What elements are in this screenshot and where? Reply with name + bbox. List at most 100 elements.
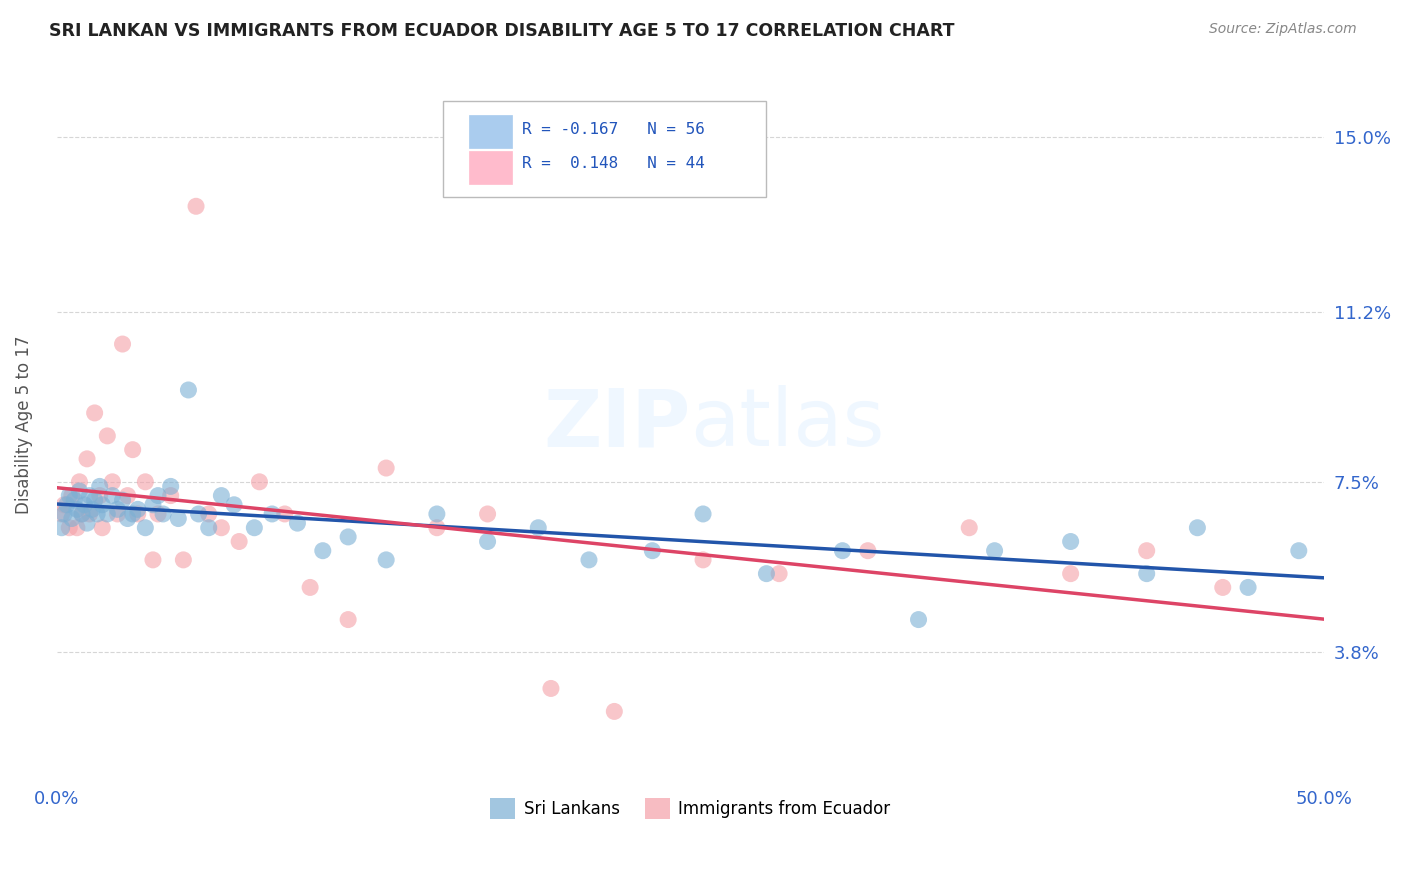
Point — [477, 534, 499, 549]
Point — [641, 543, 664, 558]
Point — [79, 507, 101, 521]
Point — [692, 507, 714, 521]
Point — [337, 613, 360, 627]
Point — [167, 511, 190, 525]
Point — [142, 553, 165, 567]
Point — [152, 507, 174, 521]
Point — [578, 553, 600, 567]
Point — [209, 521, 232, 535]
Point — [51, 507, 73, 521]
Point — [96, 429, 118, 443]
Y-axis label: Disability Age 5 to 17: Disability Age 5 to 17 — [15, 335, 32, 514]
Point — [337, 530, 360, 544]
FancyBboxPatch shape — [468, 115, 512, 148]
Point — [58, 489, 80, 503]
Point — [1237, 581, 1260, 595]
Point — [67, 483, 90, 498]
Point — [111, 493, 134, 508]
Point — [426, 507, 449, 521]
Point — [146, 507, 169, 521]
Point — [58, 521, 80, 535]
Point — [274, 507, 297, 521]
Point — [957, 521, 980, 535]
Point — [83, 493, 105, 508]
Point — [117, 489, 139, 503]
Point — [1136, 566, 1159, 581]
FancyBboxPatch shape — [443, 101, 766, 196]
Point — [209, 489, 232, 503]
Legend: Sri Lankans, Immigrants from Ecuador: Sri Lankans, Immigrants from Ecuador — [484, 792, 897, 825]
Point — [540, 681, 562, 696]
Point — [1212, 581, 1234, 595]
Point — [142, 498, 165, 512]
Point — [299, 581, 322, 595]
Point — [262, 507, 284, 521]
Point — [111, 337, 134, 351]
Point — [55, 498, 77, 512]
Point — [312, 543, 335, 558]
Point — [107, 502, 129, 516]
Point — [527, 521, 550, 535]
Point — [86, 507, 108, 521]
Point — [63, 493, 86, 508]
Point — [73, 498, 96, 512]
Point — [375, 461, 398, 475]
Point — [96, 507, 118, 521]
Point — [287, 516, 309, 530]
Point — [89, 479, 111, 493]
Point — [187, 507, 209, 521]
Point — [127, 507, 149, 521]
Point — [197, 521, 219, 535]
Point — [228, 534, 250, 549]
Point — [70, 507, 93, 521]
Point — [243, 521, 266, 535]
Point — [79, 489, 101, 503]
Point — [477, 507, 499, 521]
Point — [66, 502, 89, 516]
Point — [91, 521, 114, 535]
Point — [768, 566, 790, 581]
Point — [692, 553, 714, 567]
Point — [76, 516, 98, 530]
Point — [159, 479, 181, 493]
Point — [426, 521, 449, 535]
Point — [70, 507, 93, 521]
Point — [1288, 543, 1310, 558]
Text: R =  0.148   N = 44: R = 0.148 N = 44 — [522, 156, 704, 171]
Point — [89, 489, 111, 503]
Point — [159, 489, 181, 503]
Point — [101, 475, 124, 489]
Point — [831, 543, 853, 558]
Point — [755, 566, 778, 581]
Point — [91, 498, 114, 512]
Point — [146, 489, 169, 503]
Point — [66, 521, 89, 535]
Point — [107, 507, 129, 521]
Point — [222, 498, 245, 512]
Text: ZIP: ZIP — [543, 385, 690, 464]
Point — [60, 489, 83, 503]
Point — [603, 705, 626, 719]
Point — [67, 475, 90, 489]
Point — [83, 406, 105, 420]
Point — [121, 442, 143, 457]
Point — [907, 613, 929, 627]
Text: atlas: atlas — [690, 385, 884, 464]
Point — [82, 502, 104, 516]
Point — [1136, 543, 1159, 558]
Point — [177, 383, 200, 397]
Text: Source: ZipAtlas.com: Source: ZipAtlas.com — [1209, 22, 1357, 37]
Point — [1059, 534, 1081, 549]
Point — [172, 553, 194, 567]
Point — [53, 498, 76, 512]
Point — [101, 489, 124, 503]
Point — [856, 543, 879, 558]
Point — [60, 511, 83, 525]
Point — [983, 543, 1005, 558]
Point — [127, 502, 149, 516]
Point — [53, 507, 76, 521]
Point — [1059, 566, 1081, 581]
Point — [1187, 521, 1209, 535]
Point — [76, 451, 98, 466]
Point — [197, 507, 219, 521]
